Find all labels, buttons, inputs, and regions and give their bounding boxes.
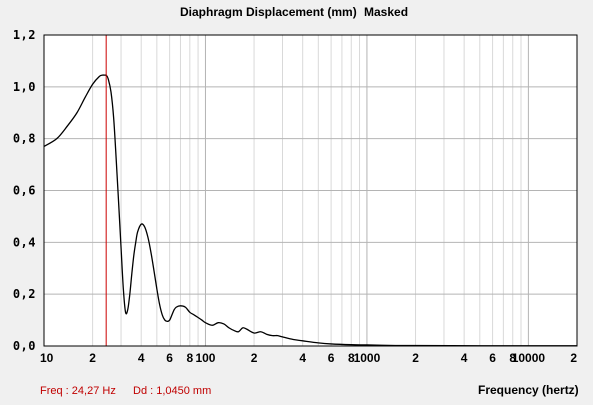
readout-frequency: Freq : 24,27 Hz: [40, 385, 116, 397]
x-tick-label: 1000: [354, 351, 381, 365]
x-tick-label: 2: [89, 351, 96, 365]
chart-title: Diaphragm Displacement (mm): [180, 5, 357, 19]
x-tick-label: 6: [489, 351, 496, 365]
y-tick-label: 1,2: [13, 28, 36, 42]
x-tick-label: 10000: [512, 351, 546, 365]
chart-title-suffix: Masked: [364, 5, 408, 19]
displacement-curve: [43, 74, 577, 347]
y-tick-label: 0,6: [13, 184, 36, 198]
x-tick-label: 6: [328, 351, 335, 365]
y-tick-label: 1,0: [13, 80, 36, 94]
x-tick-label: 2: [570, 351, 577, 365]
series-layer: [43, 74, 577, 347]
plot-frame: [43, 34, 578, 347]
y-tick-label: 0,0: [13, 339, 36, 353]
x-tick-label: 4: [138, 351, 145, 365]
y-tick-label: 0,4: [13, 235, 36, 249]
x-tick-label: 8: [348, 351, 355, 365]
x-tick-label: 2: [251, 351, 258, 365]
x-axis-title: Frequency (hertz): [478, 383, 579, 397]
x-tick-label: 4: [461, 351, 468, 365]
x-tick-label: 6: [166, 351, 173, 365]
y-tick-label: 0,8: [13, 132, 36, 146]
x-tick-label: 4: [299, 351, 306, 365]
x-tick-label: 100: [195, 351, 215, 365]
readout-displacement: Dd : 1,0450 mm: [133, 385, 211, 397]
x-tick-label: 10: [40, 351, 54, 365]
x-tick-label: 2: [412, 351, 419, 365]
x-tick-label: 8: [509, 351, 516, 365]
x-tick-label: 8: [186, 351, 193, 365]
y-tick-label: 0,2: [13, 287, 36, 301]
y-axis-ticks: 0,0 0,2 0,4 0,6 0,8 1,0 1,2: [13, 28, 36, 353]
grid-lines: [44, 35, 577, 346]
